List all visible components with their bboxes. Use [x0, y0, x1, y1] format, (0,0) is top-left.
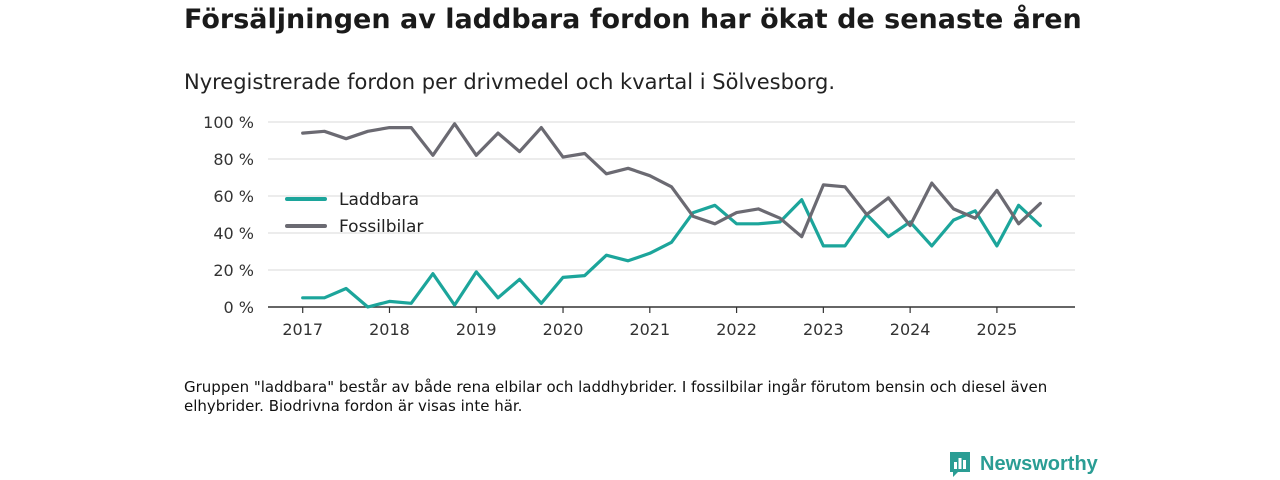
bar-chart-icon	[950, 452, 970, 477]
x-tick-label: 2023	[803, 320, 844, 339]
x-tick-label: 2019	[456, 320, 497, 339]
brand-name: Newsworthy	[980, 452, 1098, 475]
legend-label-fossilbilar: Fossilbilar	[339, 217, 423, 237]
legend: Laddbara Fossilbilar	[285, 190, 423, 237]
y-tick-label: 100 %	[203, 113, 254, 132]
series-line-fossilbilar	[301, 122, 1042, 239]
y-tick-label: 80 %	[213, 150, 254, 169]
x-axis: 2017 2018 2019 2020 2021 2022 2023 2024 2025	[268, 306, 1075, 339]
x-tick-label: 2024	[890, 320, 931, 339]
newsworthy-logo: Newsworthy	[948, 450, 1098, 478]
legend-label-laddbara: Laddbara	[339, 190, 419, 210]
x-tick-label: 2021	[629, 320, 670, 339]
chart-title: Försäljningen av laddbara fordon har öka…	[184, 4, 1082, 35]
y-axis: 0 % 20 % 40 % 60 % 80 % 100 %	[203, 113, 254, 317]
x-tick-label: 2020	[543, 320, 584, 339]
x-tick-label: 2018	[369, 320, 410, 339]
y-tick-label: 20 %	[213, 261, 254, 280]
x-tick-label: 2017	[282, 320, 323, 339]
y-tick-label: 0 %	[224, 298, 254, 317]
series-line-laddbara	[301, 198, 1042, 309]
x-tick-label: 2025	[977, 320, 1018, 339]
footnote: Gruppen "laddbara" består av både rena e…	[184, 378, 1048, 415]
y-tick-label: 40 %	[213, 224, 254, 243]
x-tick-label: 2022	[716, 320, 757, 339]
y-tick-label: 60 %	[213, 187, 254, 206]
line-chart: 0 % 20 % 40 % 60 % 80 % 100 % 2017 2018 2019 202…	[203, 113, 1075, 339]
series-lines	[301, 122, 1042, 309]
gridlines	[268, 121, 1075, 271]
chart-subtitle: Nyregistrerade fordon per drivmedel och …	[184, 70, 836, 94]
